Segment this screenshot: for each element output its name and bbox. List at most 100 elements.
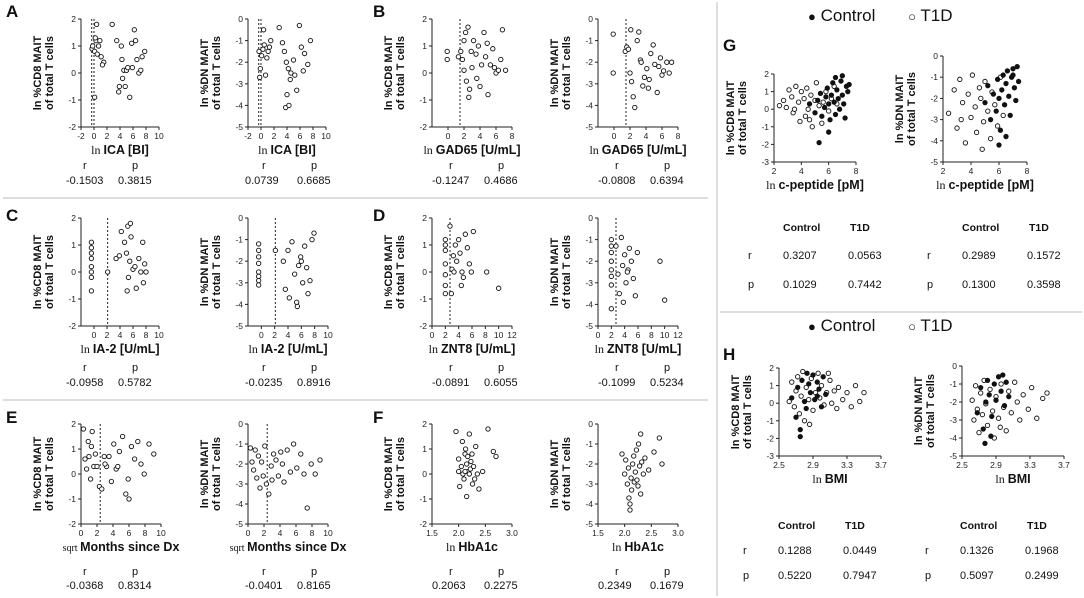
scatter-point-t1d [987,136,994,142]
scatter-point [450,253,456,259]
scatter-point-t1d [969,72,976,78]
scatter-point [636,29,642,35]
y-tick-label: 0 [764,104,769,114]
x-tick-label: 2.5 [773,460,785,470]
scatter-point [466,86,473,92]
y-axis-title: ln %CD8 MAITof total T cells [383,436,407,511]
x-tick-label: 4 [478,131,483,141]
scatter-point-control [994,76,1001,82]
panel-label-c: C [6,206,19,225]
scatter-point-t1d [798,393,804,399]
scatter-point [252,447,258,453]
table-header-t1d: T1D [845,520,865,532]
scatter-point [124,288,130,294]
table-row-p-label: p [925,570,932,582]
x-tick-label: 6 [131,131,136,141]
scatter-point [464,493,470,500]
table-row-r-label: r [743,545,747,557]
scatter-point [452,242,458,248]
scatter-point [88,239,95,245]
scatter-point [642,455,648,461]
scatter-point [456,236,462,243]
scatter-point-t1d [954,125,960,131]
scatter-point-t1d [1008,410,1014,416]
scatter-point [309,236,315,243]
scatter-point-control [986,392,992,398]
scatter-point [481,29,487,36]
scatter-point [260,473,266,479]
scatter-point [260,27,267,33]
scatter-point-t1d [829,400,835,406]
x-axis-title: sqrt Months since Dx [63,540,180,554]
table-header-control: Control [783,222,821,234]
stat-p-value: 0.6394 [650,175,684,187]
x-axis-title: ln BMI [812,472,847,486]
scatter-point-control [795,384,801,391]
x-tick-label: 0 [259,131,264,141]
scatter-point [490,448,496,455]
scatter-point-control [1003,80,1009,87]
scatter-point [639,459,645,465]
scatter-point [646,467,652,473]
y-tick-label: -2 [419,122,427,132]
scatter-point-t1d [818,382,825,389]
scatter-point [305,290,311,297]
y-tick-label: -2 [235,256,243,266]
scatter-point-t1d [820,99,826,105]
panel-label-f: F [373,408,384,427]
scatter-point-t1d [1017,417,1023,423]
y-tick-label: 1 [422,41,427,51]
scatter-point-control [823,94,829,100]
scatter-point-t1d [971,417,977,423]
scatter-point [460,274,466,281]
scatter-point [142,261,148,267]
x-tick-label: 0 [259,330,264,340]
scatter-point [625,46,632,52]
x-tick-label: -2 [77,131,85,141]
x-tick-label: 3.3 [841,460,853,470]
scatter-point [499,27,506,33]
scatter-point [273,457,279,463]
scatter-point [659,461,665,467]
scatter-point [657,258,663,264]
scatter-point [491,64,498,71]
scatter-point [131,27,137,33]
scatter-point [283,59,289,65]
scatter-point-t1d [813,80,820,86]
scatter-point [263,481,270,487]
stat-p-value: 0.3815 [118,175,152,187]
scatter-point-control [839,73,845,79]
scatter-point-t1d [834,405,840,412]
y-tick-label: 0 [71,267,76,277]
y-tick-label: 0 [422,267,427,277]
scatter-point [610,31,616,37]
x-tick-label: 4 [799,166,804,176]
stat-r-header: r [615,566,619,578]
y-tick-label: -3 [235,79,243,89]
table-header-control: Control [778,520,816,532]
scatter-point-control [816,386,822,392]
scatter-point-control [799,377,805,383]
y-tick-label: -1 [761,122,769,132]
scatter-point [138,461,144,467]
y-axis-title: ln %CD8 MAITof total T cells [383,234,407,309]
scatter-point-t1d [957,76,963,82]
stat-r-header: r [262,566,266,578]
y-tick-label: -5 [235,321,243,331]
scatter-point [257,74,263,80]
x-tick-label: 2 [609,330,614,340]
scatter-point-control [984,377,991,384]
scatter-point [132,37,139,44]
scatter-point [498,56,504,63]
scatter-point [632,293,638,299]
x-tick-label: 10 [660,330,670,340]
y-axis-title: ln %DN MAITof total T cells [199,437,223,511]
x-tick-label: 0 [430,330,435,340]
scatter-point-control [801,398,808,405]
scatter-point [641,74,648,80]
x-axis-title: ln IA-2 [U/mL] [248,342,327,356]
scatter-point [256,273,262,279]
scatter-point [119,75,126,82]
table-row-r-label: r [927,250,931,262]
scatter-point [266,491,272,497]
